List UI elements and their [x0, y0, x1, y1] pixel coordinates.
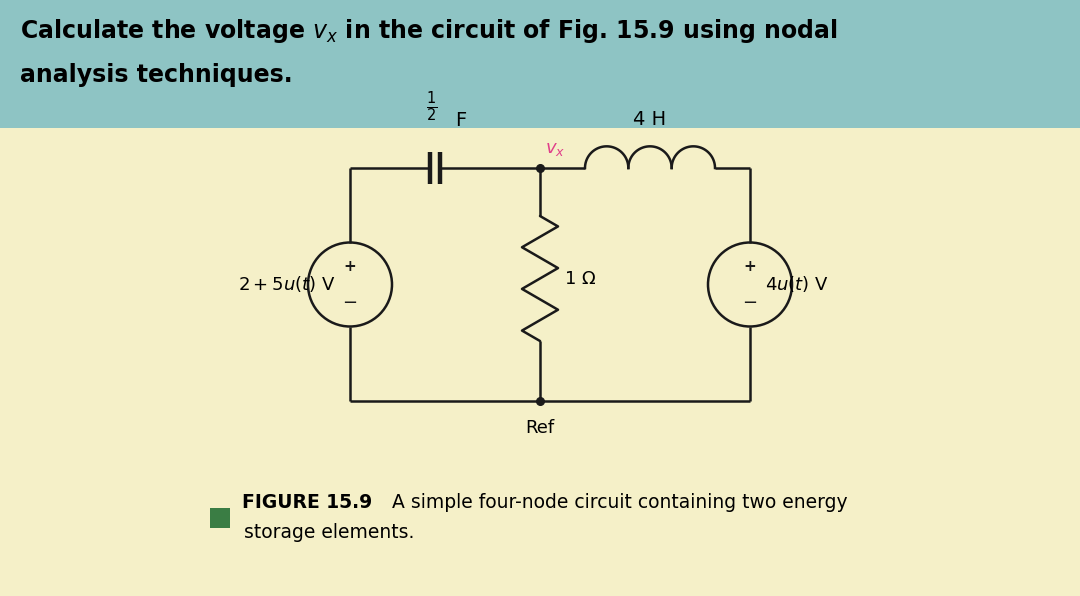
- Text: $4u(t)$ V: $4u(t)$ V: [765, 275, 828, 294]
- Text: $2 + 5u(t)$ V: $2 + 5u(t)$ V: [238, 275, 335, 294]
- Text: −: −: [742, 294, 757, 312]
- Text: $\mathit{v}_x$: $\mathit{v}_x$: [545, 140, 565, 158]
- Bar: [210, 508, 230, 528]
- Text: −: −: [342, 294, 357, 312]
- Text: +: +: [343, 259, 356, 274]
- Text: Ref: Ref: [526, 419, 554, 437]
- Text: storage elements.: storage elements.: [244, 523, 415, 542]
- Text: analysis techniques.: analysis techniques.: [21, 63, 293, 87]
- Text: 1 $\Omega$: 1 $\Omega$: [564, 269, 596, 287]
- Text: F: F: [455, 111, 467, 130]
- Text: $\frac{1}{2}$: $\frac{1}{2}$: [427, 89, 437, 124]
- Text: Calculate the voltage $v_x$ in the circuit of Fig. 15.9 using nodal: Calculate the voltage $v_x$ in the circu…: [21, 17, 837, 45]
- Bar: [0, 0, 1080, 128]
- Text: A simple four-node circuit containing two energy: A simple four-node circuit containing tw…: [380, 492, 848, 511]
- Text: FIGURE 15.9: FIGURE 15.9: [242, 492, 373, 511]
- Text: +: +: [744, 259, 756, 274]
- Text: 4 H: 4 H: [634, 110, 666, 129]
